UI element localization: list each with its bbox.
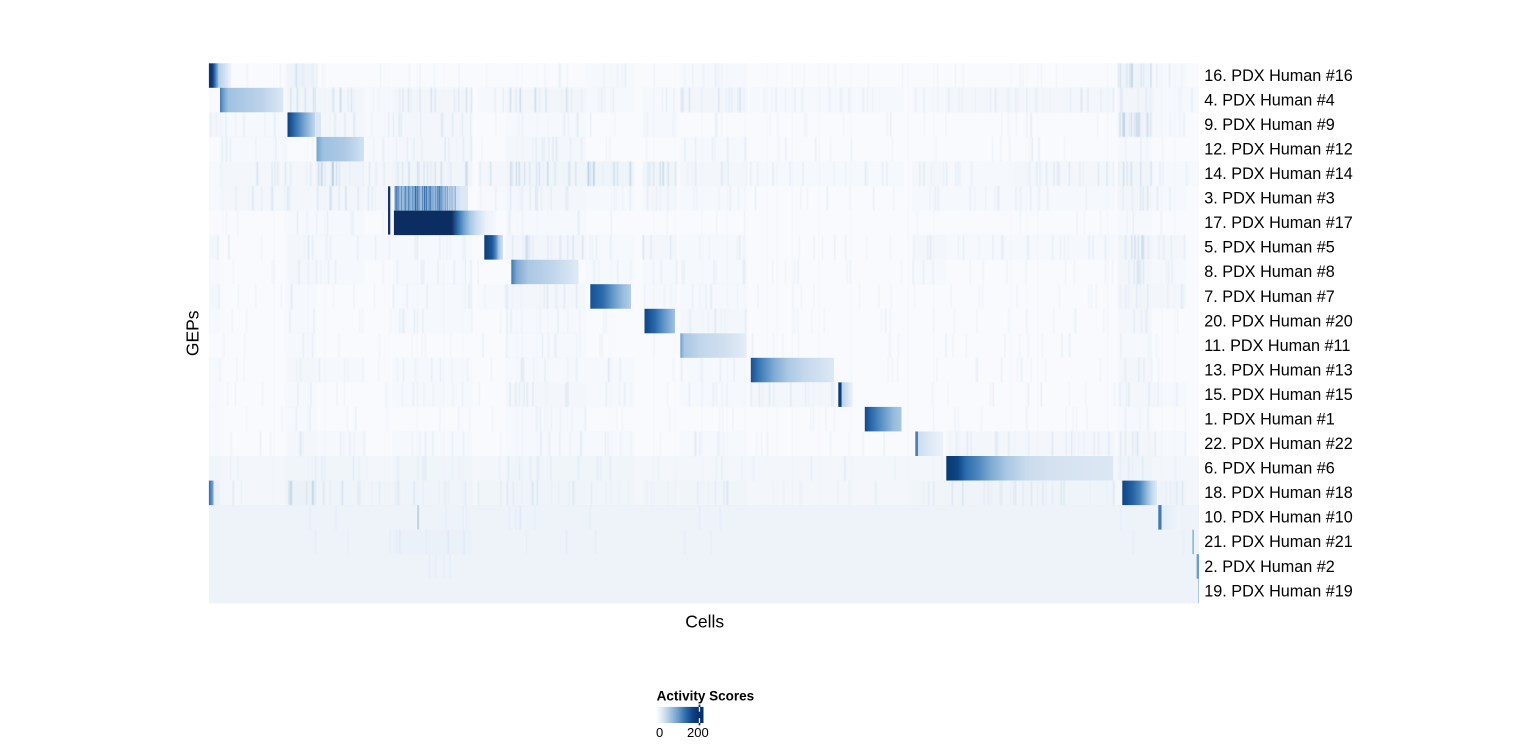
svg-text:3. PDX Human #3: 3. PDX Human #3 [1204,190,1334,208]
svg-text:2. PDX Human #2: 2. PDX Human #2 [1204,558,1334,576]
svg-text:20. PDX Human #20: 20. PDX Human #20 [1204,312,1352,330]
svg-text:12. PDX Human #12: 12. PDX Human #12 [1204,141,1352,159]
svg-text:Cells: Cells [685,612,724,632]
svg-text:8. PDX Human #8: 8. PDX Human #8 [1204,263,1334,281]
svg-text:18. PDX Human #18: 18. PDX Human #18 [1204,484,1352,502]
svg-text:GEPs: GEPs [183,310,203,356]
svg-text:9. PDX Human #9: 9. PDX Human #9 [1204,116,1334,134]
svg-text:11. PDX Human #11: 11. PDX Human #11 [1204,337,1350,355]
svg-text:4. PDX Human #4: 4. PDX Human #4 [1204,91,1334,109]
svg-text:17. PDX Human #17: 17. PDX Human #17 [1204,214,1352,232]
svg-text:16. PDX Human #16: 16. PDX Human #16 [1204,67,1352,85]
svg-text:5. PDX Human #5: 5. PDX Human #5 [1204,239,1334,257]
svg-text:22. PDX Human #22: 22. PDX Human #22 [1204,435,1352,453]
svg-text:0: 0 [656,725,663,740]
svg-text:21. PDX Human #21: 21. PDX Human #21 [1204,533,1352,551]
svg-text:13. PDX Human #13: 13. PDX Human #13 [1204,361,1352,379]
svg-text:6. PDX Human #6: 6. PDX Human #6 [1204,460,1334,478]
svg-text:1. PDX Human #1: 1. PDX Human #1 [1204,411,1334,429]
svg-text:Activity Scores: Activity Scores [657,688,755,703]
svg-text:10. PDX Human #10: 10. PDX Human #10 [1204,509,1352,527]
svg-text:19. PDX Human #19: 19. PDX Human #19 [1204,582,1352,600]
svg-text:14. PDX Human #14: 14. PDX Human #14 [1204,165,1352,183]
svg-text:7. PDX Human #7: 7. PDX Human #7 [1204,288,1334,306]
svg-text:200: 200 [687,725,709,740]
svg-text:15. PDX Human #15: 15. PDX Human #15 [1204,386,1352,404]
